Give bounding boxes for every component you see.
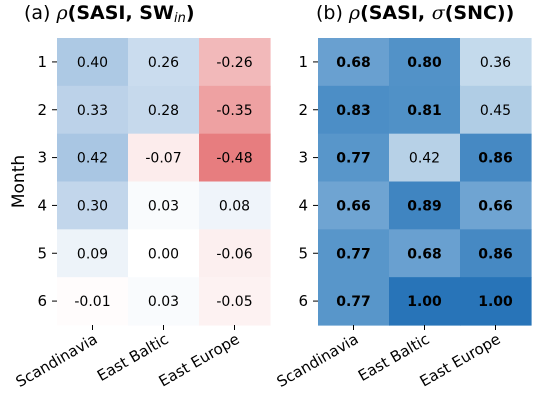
- x-tick-label: East Europe: [417, 330, 504, 391]
- y-axis-label: Month: [9, 155, 29, 208]
- cell-value-label: 0.40: [77, 55, 108, 71]
- cell-value-label: 1.00: [478, 294, 513, 310]
- cell-value-label: 0.68: [407, 246, 442, 262]
- y-tick-label: 1: [37, 53, 47, 71]
- heatmap-cell-a-2-2: [128, 85, 200, 135]
- y-tick-label: 3: [298, 149, 308, 167]
- heatmap-cell-b-4-1: [318, 181, 390, 230]
- cell-value-label: 0.45: [480, 103, 511, 119]
- y-tick-label: 2: [298, 101, 308, 119]
- y-tick-label: 5: [298, 244, 308, 262]
- y-tick-label: 1: [298, 53, 308, 71]
- cell-value-label: -0.35: [216, 103, 252, 119]
- cell-value-label: -0.48: [216, 151, 252, 167]
- heatmap-cell-b-6-2: [389, 277, 461, 326]
- cell-value-label: 0.77: [336, 294, 371, 310]
- y-tick-label: 4: [37, 196, 47, 214]
- heatmap-cell-a-3-1: [57, 133, 129, 183]
- y-tick-label: 5: [37, 244, 47, 262]
- y-tick-label: 6: [298, 292, 308, 310]
- cell-value-label: 0.08: [219, 198, 250, 214]
- cell-value-label: 0.42: [409, 151, 440, 167]
- heatmap-cell-b-2-1: [318, 85, 390, 135]
- panel-b-label: (b): [316, 2, 343, 24]
- cell-value-label: -0.26: [216, 55, 252, 71]
- heatmap-cell-b-4-2: [389, 181, 461, 230]
- cell-value-label: -0.07: [145, 151, 181, 167]
- cell-value-label: 0.81: [407, 103, 442, 119]
- heatmap-cell-b-6-1: [318, 277, 390, 326]
- heatmap-cell-a-5-3: [199, 229, 271, 278]
- cell-value-label: -0.05: [216, 294, 252, 310]
- heatmap-cell-a-4-1: [57, 181, 129, 230]
- heatmap-cell-a-2-1: [57, 85, 129, 135]
- heatmap-cell-a-6-1: [57, 277, 129, 326]
- heatmap-cell-a-4-3: [199, 181, 271, 230]
- cell-value-label: 0.30: [77, 198, 108, 214]
- cell-value-label: 0.42: [77, 151, 108, 167]
- heatmap-cell-b-1-2: [389, 38, 461, 87]
- cell-value-label: 0.26: [148, 55, 179, 71]
- cell-value-label: 0.68: [336, 55, 371, 71]
- heatmap-cell-b-1-1: [318, 38, 390, 87]
- heatmap-cell-a-1-2: [128, 38, 200, 87]
- heatmap-cell-b-2-3: [460, 85, 532, 135]
- y-tick-label: 3: [37, 149, 47, 167]
- heatmap-cell-a-1-1: [57, 38, 129, 87]
- heatmap-cell-a-5-1: [57, 229, 129, 278]
- heatmap-cell-b-5-1: [318, 229, 390, 278]
- cell-value-label: 0.83: [336, 103, 371, 119]
- y-tick-label: 6: [37, 292, 47, 310]
- cell-value-label: 0.66: [336, 198, 371, 214]
- heatmap-cell-a-2-3: [199, 85, 271, 135]
- cell-value-label: -0.01: [74, 294, 110, 310]
- heatmap-cell-b-3-1: [318, 133, 390, 183]
- y-tick-label: 4: [298, 196, 308, 214]
- panel-a-title: (a) ρ(SASI, SWin): [24, 2, 195, 26]
- cell-value-label: 0.77: [336, 151, 371, 167]
- panel-b-title: (b) ρ(SASI, σ(SNC)): [316, 2, 515, 24]
- cell-value-label: 0.86: [478, 246, 513, 262]
- heatmap-cell-a-3-2: [128, 133, 200, 183]
- cell-value-label: 0.00: [148, 246, 179, 262]
- cell-value-label: 0.89: [407, 198, 442, 214]
- cell-value-label: 0.36: [480, 55, 511, 71]
- heatmap-cell-a-6-3: [199, 277, 271, 326]
- cell-value-label: 0.80: [407, 55, 442, 71]
- heatmap-cell-b-3-3: [460, 133, 532, 183]
- cell-value-label: 0.28: [148, 103, 179, 119]
- heatmap-cell-b-4-3: [460, 181, 532, 230]
- heatmap-cell-a-3-3: [199, 133, 271, 183]
- heatmap-cell-b-6-3: [460, 277, 532, 326]
- x-tick-label: Scandinavia: [274, 330, 362, 391]
- heatmap-cell-a-5-2: [128, 229, 200, 278]
- cell-value-label: 0.03: [148, 198, 179, 214]
- cell-value-label: 1.00: [407, 294, 442, 310]
- heatmap-cell-b-2-2: [389, 85, 461, 135]
- heatmap-cell-b-5-3: [460, 229, 532, 278]
- y-tick-label: 2: [37, 101, 47, 119]
- heatmap-cell-a-4-2: [128, 181, 200, 230]
- cell-value-label: 0.33: [77, 103, 108, 119]
- heatmap-cell-a-1-3: [199, 38, 271, 87]
- x-tick-label: Scandinavia: [13, 330, 101, 391]
- cell-value-label: 0.66: [478, 198, 513, 214]
- cell-value-label: 0.86: [478, 151, 513, 167]
- heatmap-cell-b-3-2: [389, 133, 461, 183]
- cell-value-label: -0.06: [216, 246, 252, 262]
- cell-value-label: 0.03: [148, 294, 179, 310]
- heatmap-cell-b-5-2: [389, 229, 461, 278]
- cell-value-label: 0.77: [336, 246, 371, 262]
- cell-value-label: 0.09: [77, 246, 108, 262]
- panel-a-label: (a): [24, 2, 51, 24]
- heatmap-cell-a-6-2: [128, 277, 200, 326]
- x-tick-label: East Europe: [156, 330, 243, 391]
- heatmap-cell-b-1-3: [460, 38, 532, 87]
